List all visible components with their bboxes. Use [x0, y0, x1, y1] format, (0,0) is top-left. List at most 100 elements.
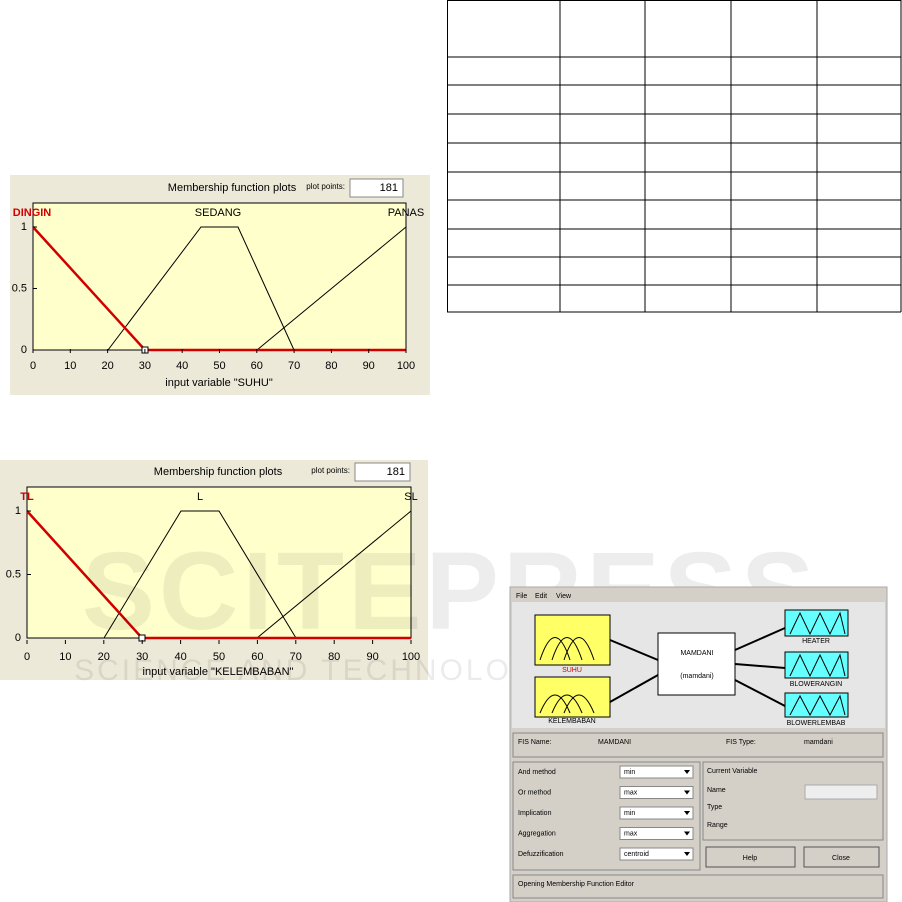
dropdown-arrow[interactable]	[684, 831, 690, 836]
fis-type: mamdani	[804, 739, 833, 746]
input-block[interactable]	[534, 614, 611, 666]
dropdown-arrow[interactable]	[684, 811, 690, 815]
x-tick-label: 50	[213, 360, 225, 372]
mf-plot: Membership function plots plot points: 1…	[0, 460, 428, 680]
mf-label[interactable]: SEDANG	[195, 207, 241, 219]
fis-editor: File Edit View SUHU KELEMBABAN MAMDANI (…	[509, 586, 888, 902]
plot-points: 181	[380, 182, 398, 194]
y-tick-label: 0	[15, 632, 21, 644]
x-tick-label: 40	[176, 360, 188, 372]
input-label[interactable]: KELEMBABAN	[548, 718, 595, 725]
input-block[interactable]	[534, 676, 611, 718]
output-label[interactable]: BLOWERLEMBAB	[787, 720, 846, 727]
methods-list: And method min Or method max Implication min A…	[518, 765, 694, 861]
name-field[interactable]	[804, 784, 878, 800]
mf-label[interactable]: L	[197, 491, 203, 503]
plot-points-label: plot points:	[311, 466, 350, 475]
status-text: Opening Membership Function Editor	[518, 881, 635, 888]
x-tick-label: 10	[64, 360, 76, 372]
menu-item[interactable]: File	[516, 593, 527, 600]
methods-panel	[512, 761, 701, 871]
system-type: (mamdani)	[680, 673, 713, 680]
method-label: Or method	[518, 789, 551, 796]
x-tick-label: 0	[30, 360, 36, 372]
x-tick-label: 90	[366, 651, 378, 663]
x-tick-label: 40	[174, 651, 186, 663]
plot-title: Membership function plots	[154, 466, 283, 478]
menu-item[interactable]: Edit	[535, 593, 547, 600]
output-block[interactable]	[784, 651, 849, 679]
method-value[interactable]: min	[624, 810, 635, 817]
method-value[interactable]: min	[624, 769, 635, 776]
method-label: And method	[518, 769, 556, 776]
x-tick-label: 20	[101, 360, 113, 372]
mf-label[interactable]: TL	[20, 491, 34, 503]
y-tick-label: 1	[21, 221, 27, 233]
x-tick-label: 50	[213, 651, 225, 663]
dropdown-arrow[interactable]	[684, 852, 690, 856]
output-block[interactable]	[784, 692, 849, 718]
x-tick-label: 20	[98, 651, 110, 663]
method-dropdown[interactable]	[619, 765, 694, 779]
plot-points: 181	[387, 466, 405, 478]
method-value[interactable]: centroid	[624, 851, 649, 858]
x-tick-label: 0	[24, 651, 30, 663]
mf-plot: Membership function plots plot points: 1…	[10, 175, 430, 395]
field-label: Range	[707, 822, 728, 829]
plot-points-field[interactable]	[349, 178, 404, 198]
plot-points-label: plot points:	[306, 182, 345, 191]
fis-name: MAMDANI	[598, 739, 631, 746]
output-label[interactable]: BLOWERANGIN	[790, 681, 843, 688]
fis-type-label: FIS Type:	[726, 739, 756, 746]
button-label[interactable]: Help	[743, 855, 758, 862]
empty-table	[447, 0, 902, 313]
status-bar	[512, 874, 884, 899]
x-tick-label: 100	[397, 360, 415, 372]
x-tick-label: 60	[251, 360, 263, 372]
x-tick-label: 80	[328, 651, 340, 663]
plot-points-field[interactable]	[354, 462, 411, 482]
y-tick-label: 1	[15, 505, 21, 517]
output-label[interactable]: HEATER	[802, 638, 830, 645]
method-dropdown[interactable]	[619, 827, 694, 840]
mf-curve	[256, 226, 407, 351]
method-value[interactable]: max	[624, 789, 638, 796]
method-dropdown[interactable]	[619, 786, 694, 799]
x-tick-label: 30	[139, 360, 151, 372]
help-button[interactable]	[705, 846, 796, 868]
system-name: MAMDANI	[680, 650, 713, 657]
field-label: Name	[707, 787, 726, 794]
fis-name-label: FIS Name:	[518, 739, 552, 746]
method-label: Aggregation	[518, 830, 556, 837]
method-dropdown[interactable]	[619, 847, 694, 861]
method-dropdown[interactable]	[619, 806, 694, 820]
x-tick-label: 60	[251, 651, 263, 663]
plot-title: Membership function plots	[168, 182, 297, 194]
x-tick-label: 10	[59, 651, 71, 663]
x-axis-label: input variable "KELEMBABAN"	[143, 666, 294, 678]
button-label[interactable]: Close	[832, 855, 850, 862]
x-axis-label: input variable "SUHU"	[165, 377, 273, 389]
y-tick-label: 0.5	[12, 282, 27, 294]
x-tick-label: 90	[363, 360, 375, 372]
dropdown-arrow[interactable]	[684, 790, 690, 795]
menu-item[interactable]: View	[556, 593, 572, 600]
input-label[interactable]: SUHU	[562, 667, 582, 674]
mf-label[interactable]: DINGIN	[13, 207, 52, 219]
x-tick-label: 100	[402, 651, 420, 663]
method-label: Defuzzification	[518, 851, 564, 858]
dropdown-arrow[interactable]	[684, 770, 690, 774]
mf-label[interactable]: SL	[404, 491, 417, 503]
current-variable-panel	[702, 761, 884, 841]
method-value[interactable]: max	[624, 830, 638, 837]
x-tick-label: 70	[290, 651, 302, 663]
mf-curve	[256, 510, 412, 639]
mf-label[interactable]: PANAS	[388, 207, 424, 219]
output-block[interactable]	[784, 609, 849, 637]
x-tick-label: 80	[325, 360, 337, 372]
system-block[interactable]	[657, 632, 736, 696]
close-button[interactable]	[803, 846, 880, 868]
fis-info-panel	[512, 732, 884, 758]
x-tick-label: 30	[136, 651, 148, 663]
